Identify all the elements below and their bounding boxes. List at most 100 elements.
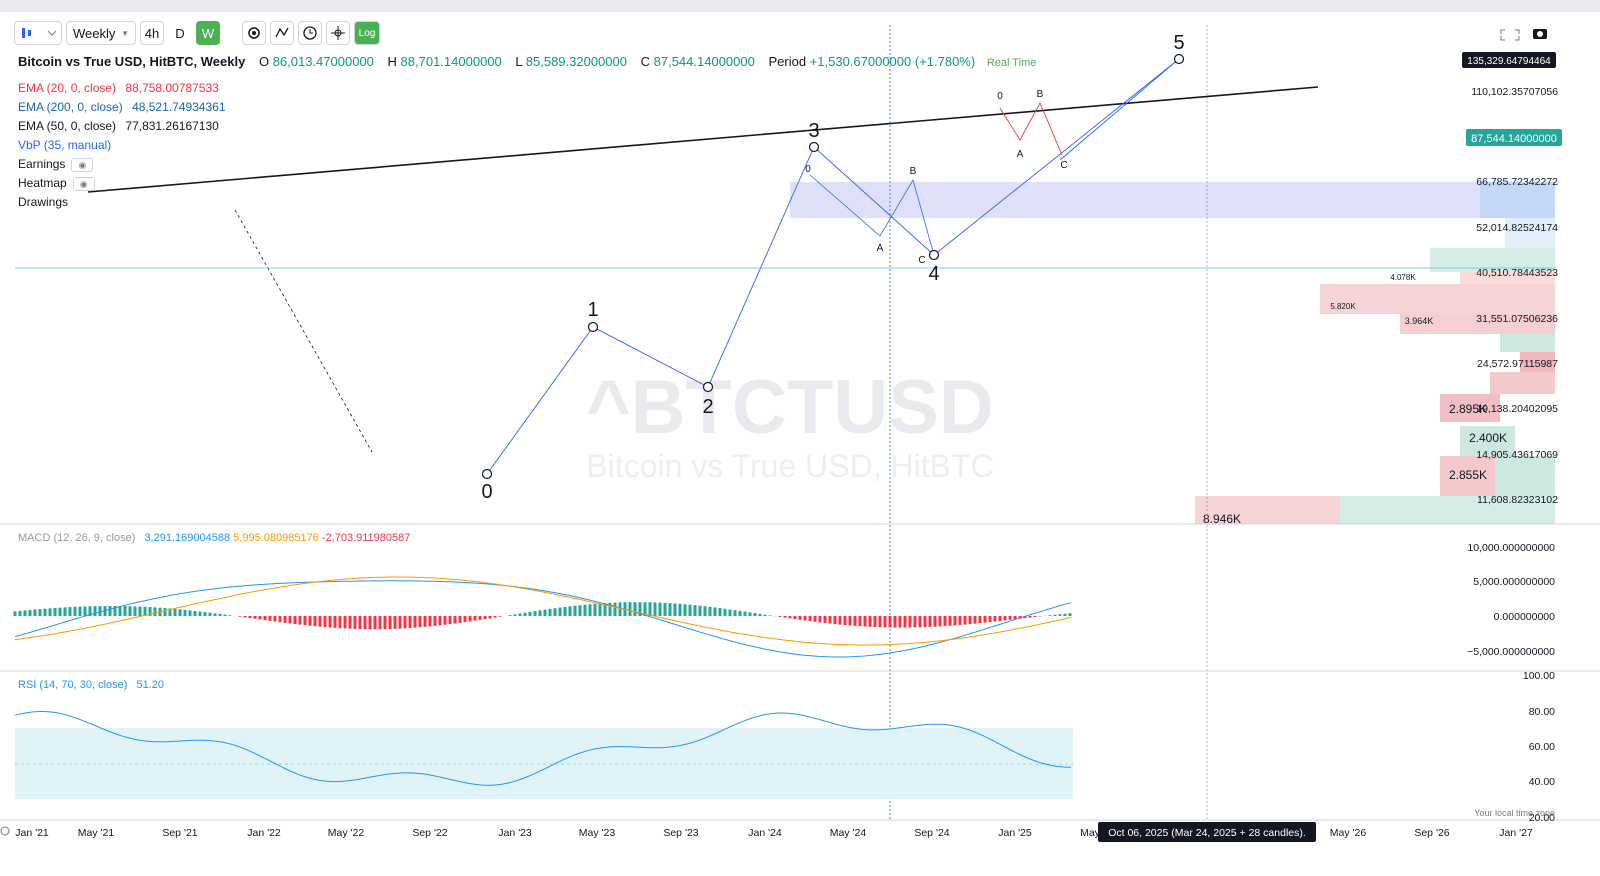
indicator-icon[interactable] (270, 21, 294, 45)
macd-histogram-bar (298, 616, 302, 625)
realtime-badge: Real Time (986, 57, 1037, 69)
macd-histogram-bar (858, 616, 862, 627)
macd-histogram-bar (558, 607, 562, 616)
macd-histogram-bar (768, 615, 772, 616)
macd-histogram-bar (478, 616, 482, 620)
value-area (790, 182, 1555, 218)
wave-point[interactable] (481, 468, 493, 480)
legend-ema200[interactable]: EMA (200, 0, close) 48,521.74934361 (18, 100, 226, 114)
wave-label: 2 (702, 396, 713, 418)
macd-histogram-bar (313, 616, 317, 627)
macd-histogram-bar (173, 608, 177, 616)
macd-histogram-bar (508, 615, 512, 616)
macd-histogram-bar (718, 608, 722, 616)
legend-ema50[interactable]: EMA (50, 0, close) 77,831.26167130 (18, 119, 219, 133)
tab-d[interactable]: D (168, 21, 192, 45)
legend-drawings[interactable]: Drawings (18, 195, 69, 209)
macd-histogram-bar (118, 606, 122, 616)
macd-histogram-bar (1023, 616, 1027, 619)
current-price-badge (1466, 129, 1562, 146)
macd-histogram-bar (1068, 613, 1072, 616)
wave-point[interactable] (1173, 53, 1185, 65)
macd-histogram-bar (978, 616, 982, 624)
wave5-projection[interactable] (1059, 57, 1181, 161)
macd-histogram-bar (733, 610, 737, 616)
log-scale-button[interactable]: Log (354, 21, 380, 45)
wave-points[interactable]: 0 1 2 3 4 5 0 A B C 0 A B C (481, 32, 1184, 503)
price-axis[interactable]: 110,102.35707056 66,785.72342272 52,014.82… (1467, 86, 1558, 824)
wave-label: 4 (928, 263, 939, 285)
price-axis-label: 31,551.07506236 (1476, 313, 1558, 325)
legend-ema20[interactable]: EMA (20, 0, close) 88,758.00787533 (18, 81, 219, 95)
macd-histogram-bar (438, 616, 442, 626)
reset-icon[interactable] (0, 826, 10, 836)
rsi-panel (14, 711, 1072, 786)
macd-histogram-bar (1058, 614, 1062, 616)
macd-histogram-bar (583, 604, 587, 616)
macd-histogram-bar (133, 606, 137, 616)
camera-icon[interactable] (1533, 29, 1547, 39)
legend-vbp[interactable]: VbP (35, manual) (18, 138, 112, 152)
macd-axis-label: 0.000000000 (1494, 611, 1555, 623)
time-axis[interactable]: Jan '21 May '21 Sep '21 Jan '22 May '22 Sep '… (0, 826, 1533, 839)
sub-wave-label: C (1060, 160, 1067, 171)
macd-histogram-bar (73, 606, 77, 616)
wave-point[interactable] (928, 249, 940, 261)
macd-histogram-bar (38, 609, 42, 616)
rsi-axis-label: 60.00 (1529, 741, 1555, 753)
macd-histogram-bar (1003, 616, 1007, 621)
macd-line[interactable] (14, 580, 1072, 658)
macd-histogram-bar (578, 605, 582, 616)
macd-histogram-bar (833, 616, 837, 625)
macd-histogram-bar (1018, 616, 1022, 619)
price-axis-label: 24,572.97115987 (1477, 358, 1558, 370)
low-value: 85,589.32000000 (525, 54, 627, 69)
macd-histogram-bar (418, 616, 422, 628)
macd-histogram-bar (638, 602, 642, 616)
elliott-wave-path[interactable] (486, 58, 1180, 475)
tab-w[interactable]: W (196, 21, 220, 45)
wave-point[interactable] (587, 321, 599, 333)
time-axis-label: Sep '22 (412, 827, 447, 839)
crosshair-icon[interactable] (326, 21, 350, 45)
wave-point[interactable] (808, 141, 820, 153)
macd-histogram-bar (338, 616, 342, 629)
rsi-line[interactable] (14, 711, 1072, 786)
macd-histogram-bar (33, 609, 37, 616)
legend-heatmap[interactable]: Heatmap ◉ (18, 176, 95, 191)
timezone-note: Your local time zone (1474, 808, 1555, 818)
macd-histogram-bar (238, 616, 242, 617)
macd-histogram-bar (588, 604, 592, 616)
clock-icon[interactable] (298, 21, 322, 45)
rsi-legend[interactable]: RSI (14, 70, 30, close) 51.20 (18, 679, 164, 691)
chart-type-button[interactable] (14, 21, 62, 45)
macd-histogram-bar (98, 606, 102, 616)
fullscreen-icon[interactable] (1500, 29, 1520, 41)
macd-histogram-bar (188, 610, 192, 616)
legend-earnings[interactable]: Earnings ◉ (18, 157, 94, 172)
macd-histogram-bar (548, 608, 552, 616)
gear-icon[interactable] (242, 21, 266, 45)
wave-point[interactable] (702, 381, 714, 393)
macd-histogram-bar (183, 609, 187, 616)
macd-histogram-bar (888, 616, 892, 628)
trend-line[interactable] (87, 86, 1319, 193)
tab-4h[interactable]: 4h (140, 21, 164, 45)
current-price-text: 87,544.14000000 (1471, 133, 1557, 145)
macd-histogram-bar (923, 616, 927, 628)
timeframe-select[interactable]: Weekly ▼ (66, 21, 136, 45)
eye-icon[interactable]: ◉ (71, 157, 94, 172)
macd-histogram-bar (908, 616, 912, 628)
eye-icon[interactable]: ◉ (72, 176, 95, 191)
macd-legend[interactable]: MACD (12, 26, 9, close) 3,291.169004588 … (18, 532, 410, 544)
macd-histogram-bar (918, 616, 922, 628)
macd-histogram-bar (143, 606, 147, 616)
macd-histogram-bar (713, 607, 717, 616)
signal-line[interactable] (14, 576, 1072, 646)
macd-histogram-bar (778, 616, 782, 617)
macd-histogram-bar (453, 616, 457, 624)
macd-histogram-bar (653, 602, 657, 616)
dashed-trend (234, 209, 373, 453)
timeframe-value: Weekly (73, 25, 116, 41)
